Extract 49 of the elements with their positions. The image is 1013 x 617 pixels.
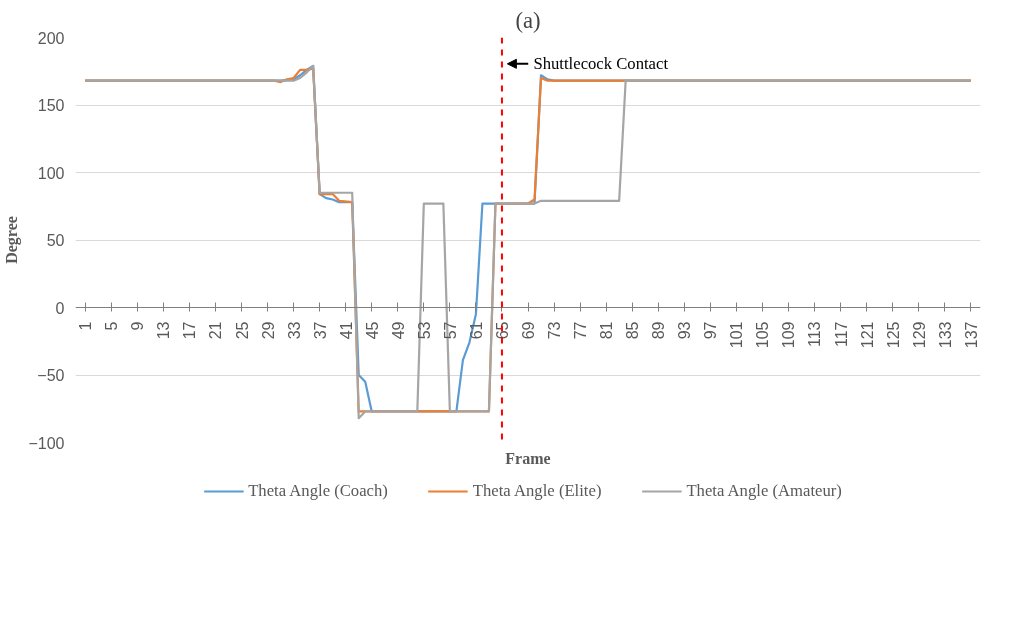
x-tick-label: 117	[832, 321, 850, 348]
x-tick-label: 29	[259, 321, 277, 340]
legend-label: Theta Angle (Amateur)	[686, 481, 842, 501]
x-tick-label: 1	[77, 321, 95, 331]
x-tick-label: 85	[624, 321, 642, 340]
x-tick-label: 57	[441, 321, 459, 340]
x-tick-label: 5	[103, 321, 121, 331]
x-tick-label: 45	[363, 321, 381, 340]
y-tick-label: 50	[46, 232, 65, 249]
x-tick-label: 49	[389, 321, 407, 340]
x-tick-label: 137	[962, 321, 980, 349]
legend-label: Theta Angle (Elite)	[472, 481, 602, 501]
x-tick-label: 113	[806, 321, 824, 348]
x-tick-label: 97	[702, 321, 720, 340]
x-tick-label: 121	[858, 321, 876, 349]
x-tick-label: 53	[415, 321, 433, 340]
x-tick-label: 41	[337, 321, 355, 340]
chart-title: (a)	[515, 7, 541, 33]
x-tick-label: 81	[598, 321, 616, 340]
x-tick-label: 133	[936, 321, 954, 349]
x-tick-label: 37	[311, 321, 329, 340]
x-tick-label: 33	[285, 321, 303, 340]
y-tick-label: −50	[37, 367, 65, 384]
x-axis-title: Frame	[505, 449, 551, 467]
x-tick-label: 73	[546, 321, 564, 340]
x-tick-label: 9	[129, 321, 147, 331]
x-tick-label: 13	[155, 321, 173, 340]
x-tick-label: 125	[884, 321, 902, 349]
x-tick-label: 105	[754, 321, 772, 349]
ref-line-label: Shuttlecock Contact	[533, 54, 669, 74]
y-tick-label: 100	[37, 164, 65, 182]
x-tick-label: 61	[467, 321, 485, 340]
y-axis-title: Degree	[3, 216, 22, 264]
x-tick-label: 65	[493, 321, 511, 340]
x-tick-label: 77	[572, 321, 590, 340]
y-tick-label: 0	[55, 299, 65, 317]
x-tick-label: 89	[650, 321, 668, 340]
x-tick-label: 21	[207, 321, 225, 340]
y-tick-label: −100	[28, 434, 65, 452]
x-tick-label: 69	[520, 321, 537, 340]
x-tick-label: 25	[233, 321, 251, 340]
y-tick-label: 200	[37, 29, 65, 47]
x-tick-label: 129	[910, 321, 928, 349]
legend-label: Theta Angle (Coach)	[248, 481, 388, 501]
x-tick-label: 109	[780, 321, 798, 349]
y-tick-label: 150	[37, 97, 65, 114]
x-tick-label: 101	[728, 321, 746, 349]
x-tick-label: 17	[181, 321, 199, 340]
x-tick-label: 93	[676, 321, 694, 340]
